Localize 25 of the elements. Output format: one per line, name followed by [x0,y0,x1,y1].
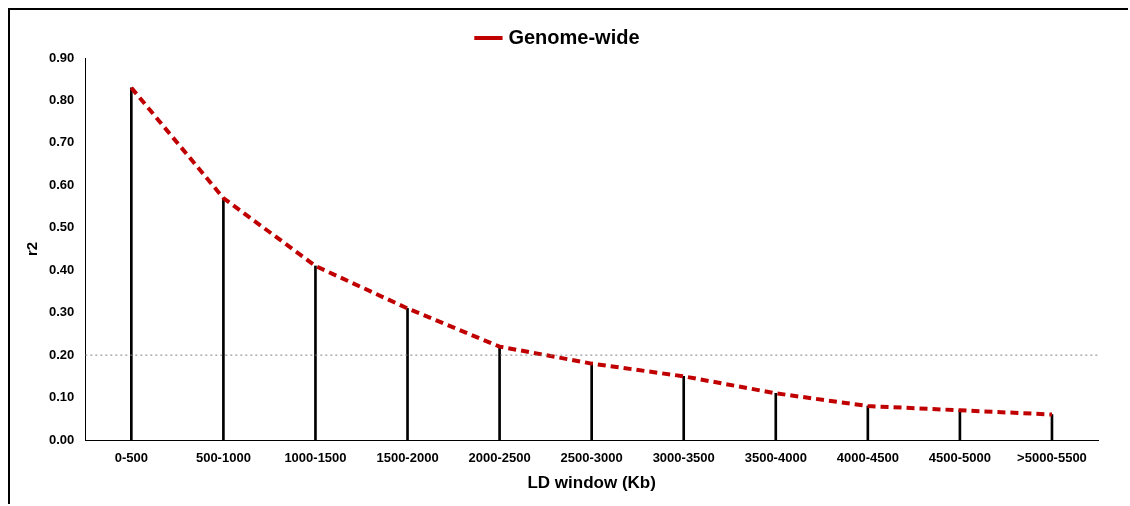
x-tick-label: 2500-3000 [560,450,623,466]
y-tick-label: 0.00 [48,431,75,447]
x-tick-label: 1000-1500 [284,450,347,466]
y-tick-label: 0.20 [48,346,75,362]
y-tick-label: 0.80 [48,92,75,108]
legend-label: Genome-wide [508,25,640,48]
y-axis-title: r2 [23,241,41,257]
y-tick-label: 0.90 [48,49,75,65]
y-tick-label: 0.10 [48,389,75,405]
x-tick-label: 1500-2000 [376,450,439,466]
x-tick-label: >5000-5500 [1017,450,1087,466]
x-tick-label: 3000-3500 [652,450,715,466]
y-tick-label: 0.60 [48,176,75,192]
x-tick-label: 4500-5000 [928,450,991,466]
x-tick-label: 2000-2500 [468,450,531,466]
x-tick-label: 500-1000 [195,450,251,466]
x-axis-title: LD window (Kb) [527,473,656,493]
x-tick-label: 0-500 [114,450,148,466]
y-tick-label: 0.30 [48,304,75,320]
y-tick-label: 0.40 [48,261,75,277]
line-series [129,85,1054,417]
y-tick-label: 0.70 [48,134,75,150]
x-tick-label: 3500-4000 [744,450,807,466]
y-tick-label: 0.50 [48,219,75,235]
x-tick-label: 4000-4500 [836,450,899,466]
